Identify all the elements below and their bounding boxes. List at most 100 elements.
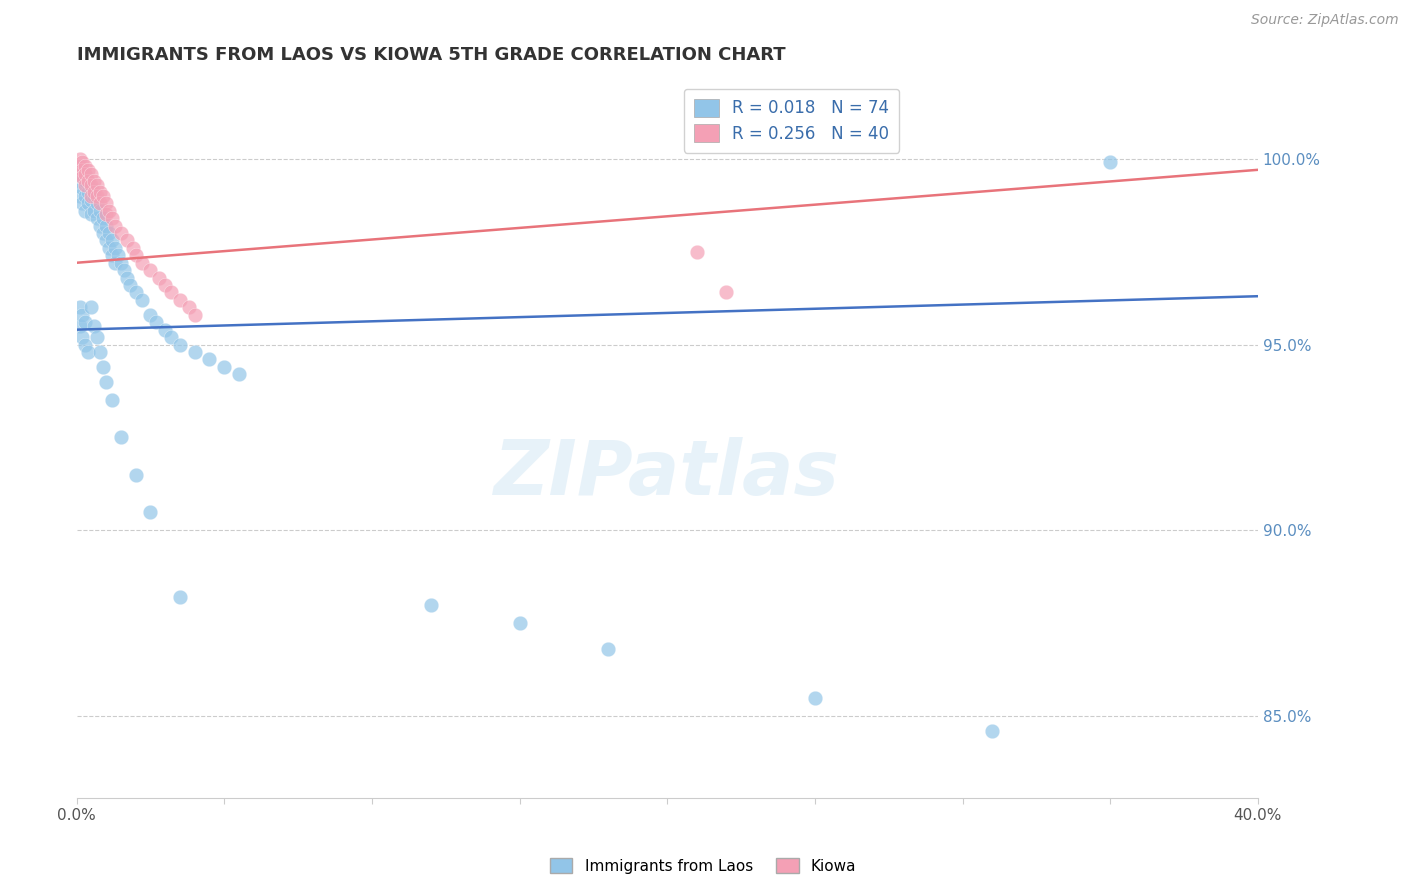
Point — [86, 196, 108, 211]
Point — [77, 174, 100, 188]
Point — [716, 285, 738, 300]
Point — [509, 616, 531, 631]
Point — [131, 256, 153, 270]
Point — [72, 181, 94, 195]
Point — [80, 189, 103, 203]
Point — [75, 159, 97, 173]
Point — [69, 167, 91, 181]
Text: IMMIGRANTS FROM LAOS VS KIOWA 5TH GRADE CORRELATION CHART: IMMIGRANTS FROM LAOS VS KIOWA 5TH GRADE … — [76, 46, 785, 64]
Point — [212, 359, 235, 374]
Point — [69, 318, 91, 333]
Point — [121, 241, 143, 255]
Point — [80, 178, 103, 192]
Point — [107, 248, 129, 262]
Point — [686, 244, 709, 259]
Point — [94, 234, 117, 248]
Point — [80, 181, 103, 195]
Point — [72, 162, 94, 177]
Point — [77, 185, 100, 199]
Point — [94, 375, 117, 389]
Point — [169, 293, 191, 307]
Point — [804, 690, 827, 705]
Point — [110, 226, 132, 240]
Text: ZIPatlas: ZIPatlas — [494, 436, 841, 510]
Point — [86, 189, 108, 203]
Point — [80, 193, 103, 207]
Point — [94, 219, 117, 233]
Point — [91, 211, 114, 226]
Point — [69, 174, 91, 188]
Point — [124, 467, 146, 482]
Point — [75, 189, 97, 203]
Point — [75, 178, 97, 192]
Point — [124, 248, 146, 262]
Point — [72, 162, 94, 177]
Point — [80, 207, 103, 221]
Point — [145, 315, 167, 329]
Point — [160, 285, 183, 300]
Point — [139, 263, 162, 277]
Point — [131, 293, 153, 307]
Point — [77, 345, 100, 359]
Point — [101, 234, 124, 248]
Point — [77, 196, 100, 211]
Point — [72, 170, 94, 185]
Point — [69, 152, 91, 166]
Point — [83, 189, 105, 203]
Point — [89, 196, 111, 211]
Point — [169, 591, 191, 605]
Point — [101, 248, 124, 262]
Point — [69, 301, 91, 315]
Point — [77, 174, 100, 188]
Text: Source: ZipAtlas.com: Source: ZipAtlas.com — [1251, 13, 1399, 28]
Point — [69, 159, 91, 173]
Point — [98, 226, 121, 240]
Point — [72, 330, 94, 344]
Point — [80, 301, 103, 315]
Point — [118, 278, 141, 293]
Point — [94, 196, 117, 211]
Point — [75, 167, 97, 181]
Point — [101, 211, 124, 226]
Point — [69, 167, 91, 181]
Point — [86, 330, 108, 344]
Point — [598, 642, 620, 657]
Point — [148, 270, 170, 285]
Point — [83, 318, 105, 333]
Legend: Immigrants from Laos, Kiowa: Immigrants from Laos, Kiowa — [543, 852, 863, 880]
Legend: R = 0.018   N = 74, R = 0.256   N = 40: R = 0.018 N = 74, R = 0.256 N = 40 — [683, 89, 898, 153]
Point — [72, 308, 94, 322]
Point — [75, 174, 97, 188]
Point — [69, 189, 91, 203]
Point — [115, 234, 138, 248]
Point — [83, 185, 105, 199]
Point — [91, 226, 114, 240]
Point — [104, 219, 127, 233]
Point — [1099, 155, 1122, 169]
Point — [139, 308, 162, 322]
Point — [153, 278, 176, 293]
Point — [75, 167, 97, 181]
Point — [86, 178, 108, 192]
Point — [981, 724, 1004, 739]
Point — [160, 330, 183, 344]
Point — [198, 352, 221, 367]
Point — [110, 430, 132, 444]
Point — [89, 345, 111, 359]
Point — [86, 211, 108, 226]
Point — [139, 505, 162, 519]
Point — [83, 174, 105, 188]
Point — [98, 241, 121, 255]
Point — [104, 256, 127, 270]
Point — [91, 189, 114, 203]
Point — [83, 203, 105, 218]
Point — [72, 170, 94, 185]
Point — [77, 162, 100, 177]
Point — [110, 256, 132, 270]
Point — [112, 263, 135, 277]
Point — [89, 219, 111, 233]
Point — [420, 598, 443, 612]
Point — [177, 301, 200, 315]
Point — [101, 393, 124, 408]
Point — [75, 203, 97, 218]
